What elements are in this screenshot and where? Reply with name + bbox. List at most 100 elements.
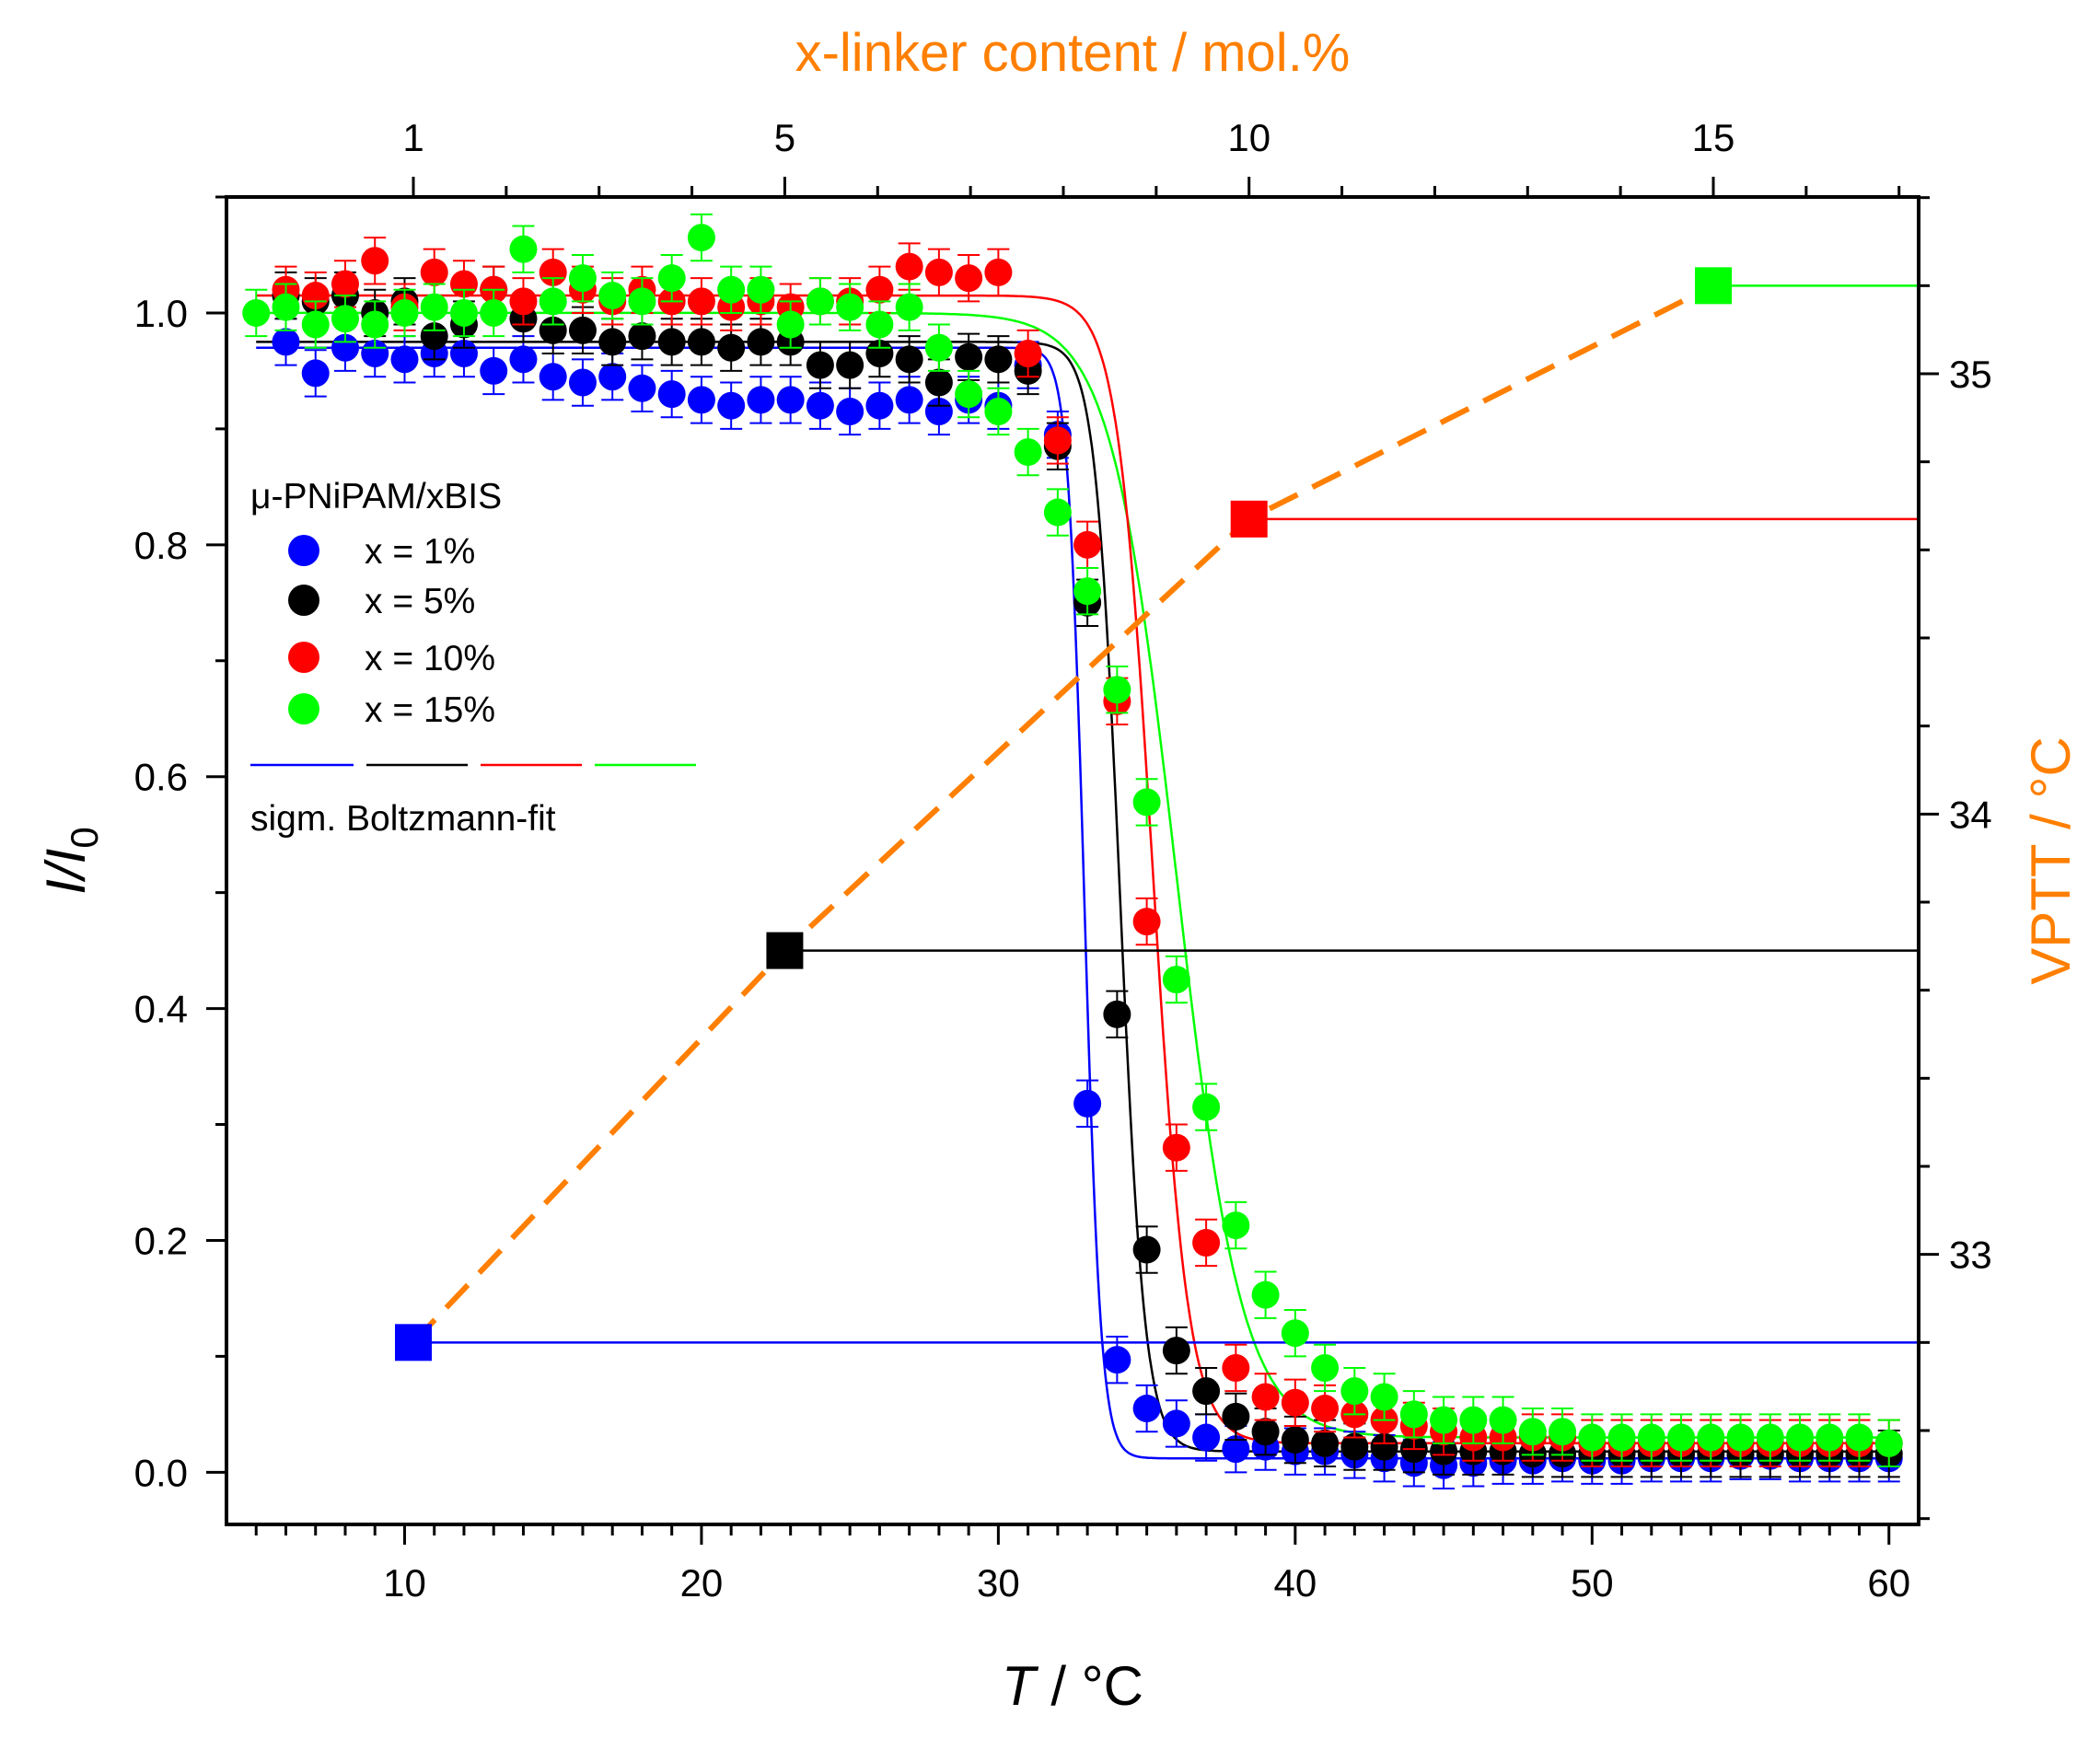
- data-point: [390, 345, 419, 374]
- bottom-axis-tick-label: 20: [680, 1561, 724, 1605]
- data-point: [331, 305, 359, 333]
- data-point: [717, 275, 746, 304]
- data-point: [1281, 1426, 1309, 1454]
- right-axis-title: VPTT / °C: [2020, 736, 2082, 985]
- data-point: [1726, 1423, 1755, 1452]
- left-axis-title: I/I0: [35, 827, 106, 894]
- bottom-axis-variable: T: [1002, 1655, 1039, 1717]
- data-point: [776, 310, 805, 339]
- data-point: [1311, 1395, 1340, 1423]
- data-point: [509, 235, 538, 263]
- data-point: [480, 356, 508, 385]
- data-point: [628, 287, 656, 316]
- data-point: [1192, 1377, 1221, 1406]
- data-point: [1518, 1418, 1547, 1446]
- data-point: [539, 363, 567, 391]
- data-point: [539, 258, 567, 286]
- data-point: [1311, 1353, 1340, 1382]
- plot-frame: [225, 195, 1920, 1526]
- data-point: [1222, 1435, 1250, 1464]
- bottom-axis-unit: / °C: [1036, 1655, 1143, 1717]
- data-point: [895, 293, 923, 321]
- data-point: [1399, 1400, 1428, 1429]
- data-point: [568, 264, 597, 293]
- legend-marker-x5: [288, 585, 319, 616]
- data-point: [301, 282, 330, 310]
- data-point: [1370, 1432, 1398, 1461]
- legend-fit-label: sigm. Boltzmann-fit: [250, 799, 556, 839]
- data-point: [390, 298, 419, 327]
- bottom-axis-tick-label: 40: [1273, 1561, 1317, 1605]
- data-point: [1132, 1395, 1161, 1423]
- data-point: [657, 328, 686, 356]
- data-point: [806, 287, 834, 316]
- data-point: [806, 391, 834, 420]
- data-point: [1281, 1388, 1309, 1417]
- data-point: [361, 247, 389, 275]
- data-point: [1816, 1423, 1844, 1452]
- data-point: [924, 397, 953, 425]
- data-point: [420, 293, 448, 321]
- data-point: [687, 328, 715, 356]
- data-point: [924, 258, 953, 286]
- data-point: [1874, 1429, 1903, 1457]
- data-point: [687, 224, 715, 252]
- vptt-trend-line: [411, 283, 1715, 1345]
- data-point: [1162, 1337, 1190, 1365]
- data-point: [955, 264, 983, 293]
- data-point: [717, 391, 746, 420]
- top-axis-tick-label: 1: [402, 116, 423, 159]
- series-x1: [272, 318, 1903, 1489]
- data-point: [509, 345, 538, 374]
- top-axis-tick-label: 5: [774, 116, 795, 159]
- data-point: [865, 391, 894, 420]
- data-point: [1073, 1089, 1102, 1118]
- data-point: [1667, 1423, 1696, 1452]
- data-point: [984, 345, 1013, 374]
- data-point: [1192, 1093, 1221, 1121]
- data-point: [1132, 908, 1161, 936]
- legend-title: μ-PNiPAM/xBIS: [250, 477, 502, 516]
- data-point: [1192, 1423, 1221, 1452]
- right-axis-tick-label: 34: [1949, 793, 1992, 836]
- data-point: [449, 340, 478, 368]
- data-point: [1251, 1418, 1280, 1446]
- right-axis-tick-label: 33: [1949, 1234, 1992, 1277]
- data-point: [1222, 1353, 1250, 1382]
- data-point: [836, 351, 864, 379]
- data-point: [272, 293, 300, 321]
- legend-label-x5: x = 5%: [365, 582, 475, 621]
- data-point: [865, 340, 894, 368]
- data-point: [1251, 1383, 1280, 1411]
- series-x5: [272, 265, 1903, 1478]
- data-point: [598, 363, 627, 391]
- data-point: [924, 368, 953, 397]
- data-point: [1786, 1423, 1815, 1452]
- data-point: [836, 397, 864, 425]
- data-point: [449, 298, 478, 327]
- data-point: [1489, 1406, 1517, 1434]
- top-axis-tick-label: 10: [1227, 116, 1270, 159]
- data-point: [747, 386, 775, 414]
- left-axis-tick-label: 0.4: [134, 988, 188, 1031]
- data-point: [865, 275, 894, 304]
- series-x15: [242, 213, 1903, 1468]
- data-point: [1578, 1423, 1607, 1452]
- data-point: [1607, 1423, 1636, 1452]
- data-point: [509, 287, 538, 316]
- data-point: [984, 397, 1013, 425]
- data-point: [895, 345, 923, 374]
- data-point: [242, 298, 271, 327]
- data-point: [1132, 788, 1161, 817]
- bottom-axis-tick-label: 30: [977, 1561, 1020, 1605]
- data-point: [568, 316, 597, 344]
- data-point: [1637, 1423, 1665, 1452]
- legend-label-x1: x = 1%: [365, 532, 475, 572]
- data-point: [1162, 1133, 1190, 1162]
- bottom-axis-tick-label: 60: [1867, 1561, 1910, 1605]
- data-point: [1043, 498, 1072, 527]
- left-axis-tick-label: 0.0: [134, 1451, 188, 1494]
- data-point: [895, 386, 923, 414]
- data-point: [1103, 676, 1131, 704]
